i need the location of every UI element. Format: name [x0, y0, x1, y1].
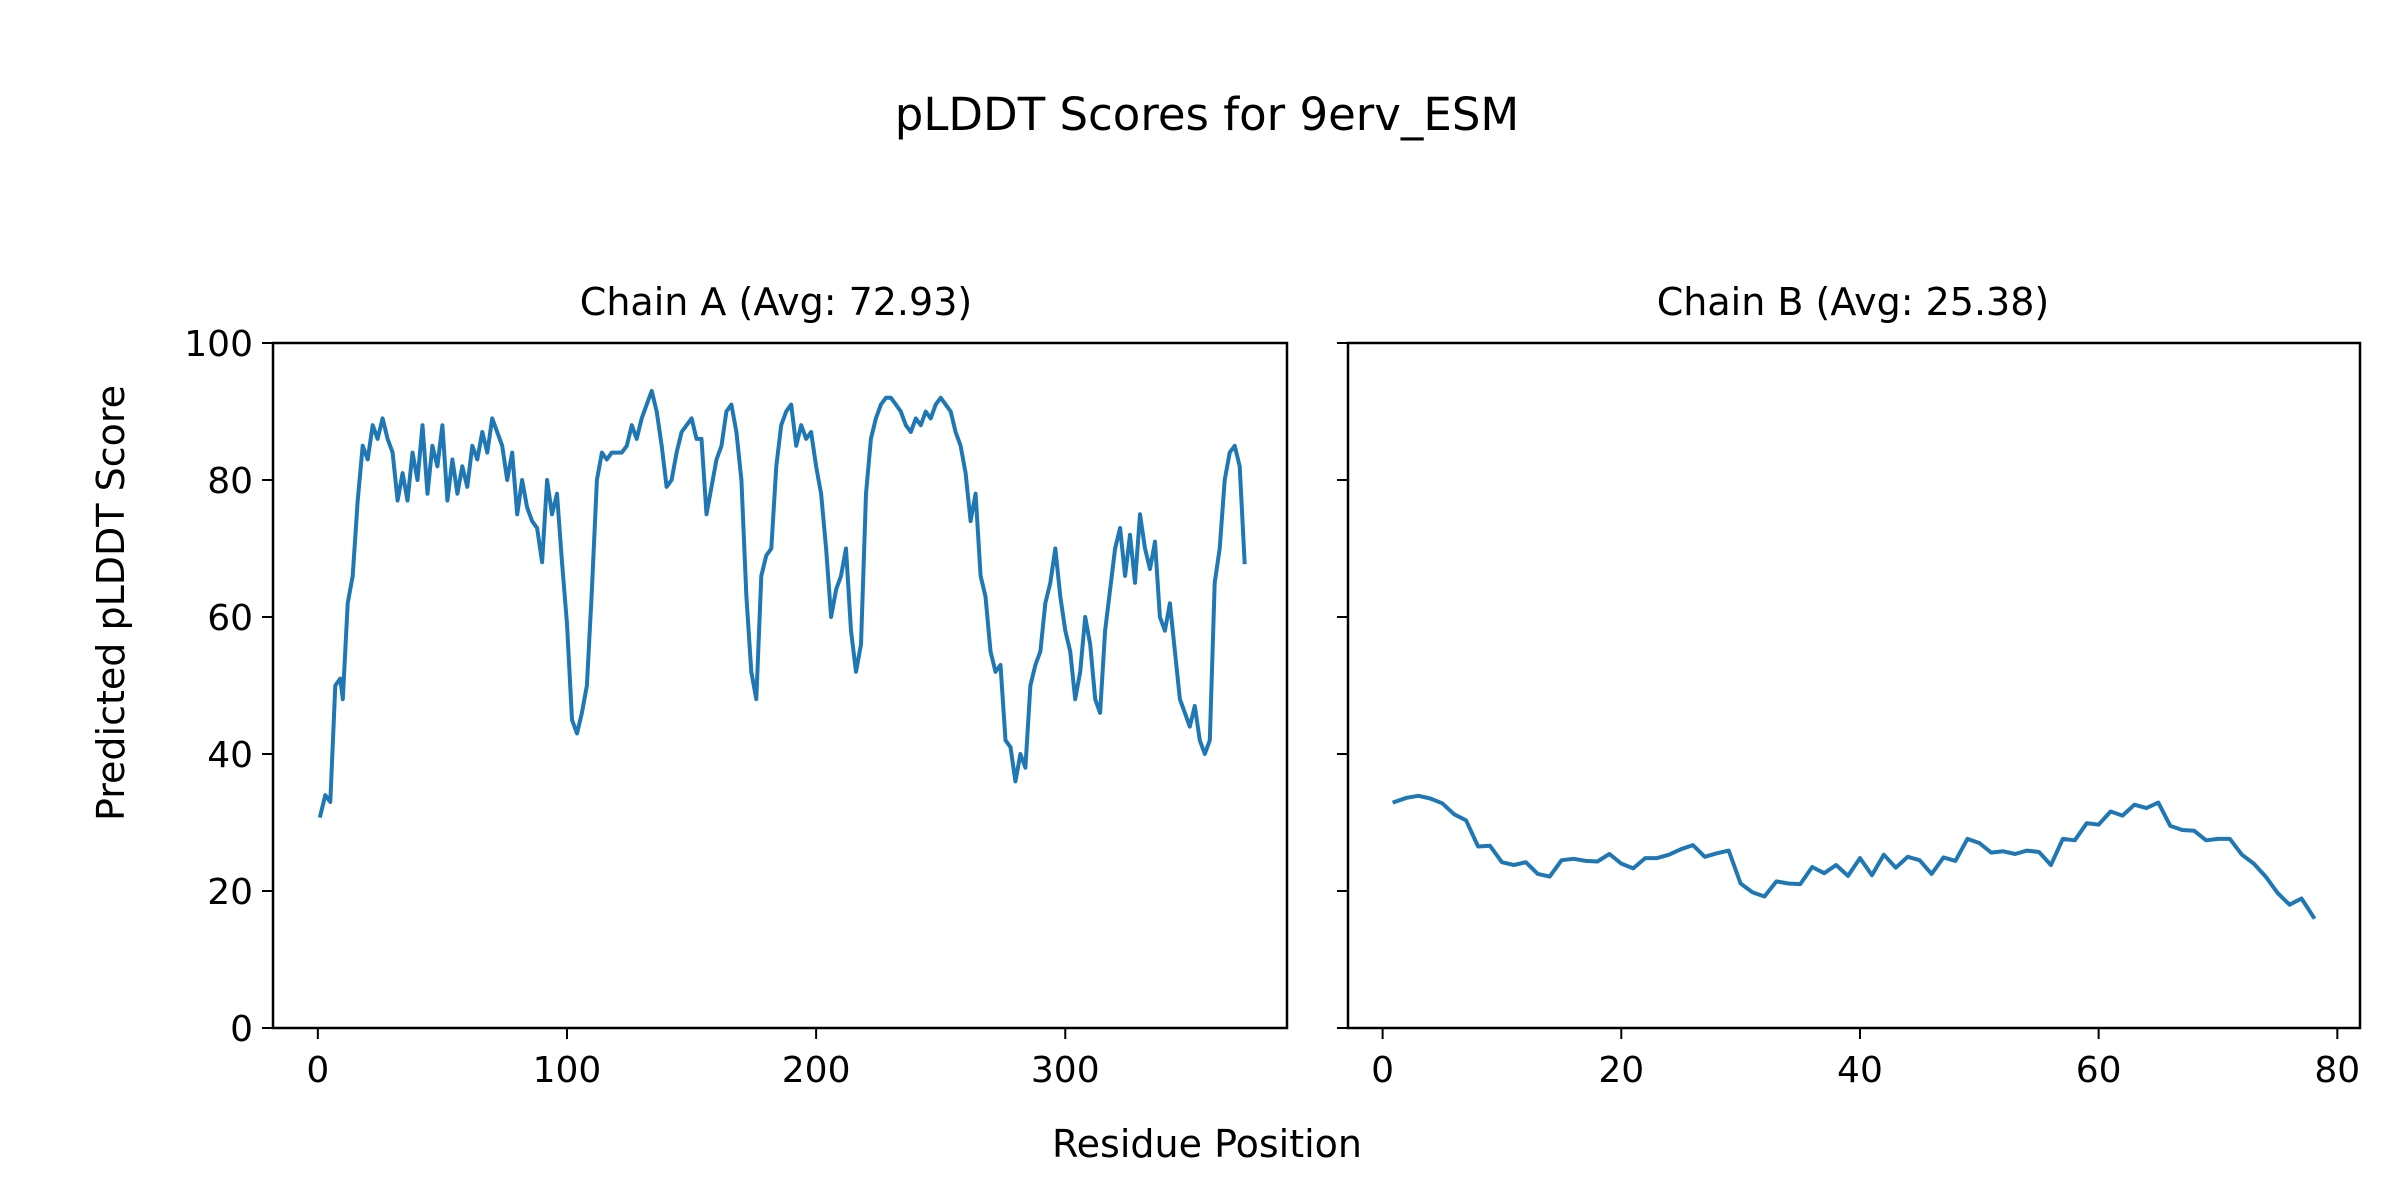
y-axis-label: Predicted pLDDT Score: [89, 385, 133, 821]
x-tick-label: 0: [1371, 1050, 1394, 1091]
x-tick-label: 200: [782, 1050, 851, 1091]
y-tick-label: 40: [207, 735, 253, 776]
figure-title: pLDDT Scores for 9erv_ESM: [895, 88, 1519, 141]
y-tick-label: 100: [184, 324, 253, 365]
series-line: [317, 388, 1247, 819]
chart-chain-a: Chain A (Avg: 72.93) 0 20 40 60 80 100 0 100 200…: [184, 280, 1289, 1091]
x-tick-label: 20: [1598, 1050, 1644, 1091]
x-tick-label: 300: [1031, 1050, 1100, 1091]
y-tick-label: 20: [207, 872, 253, 913]
chart-chain-b: Chain B (Avg: 25.38) 0 20 40 60 80: [1337, 280, 2362, 1091]
chain-b-title: Chain B (Avg: 25.38): [1657, 280, 2049, 324]
x-tick-label: 40: [1837, 1050, 1883, 1091]
chain-a-marks: 0 20 40 60 80 100 0 100 200 300: [184, 324, 1289, 1091]
chain-a-title: Chain A (Avg: 72.93): [580, 280, 972, 324]
y-tick-label: 60: [207, 598, 253, 639]
series-line: [1391, 793, 2317, 920]
chain-b-marks: 0 20 40 60 80: [1337, 341, 2362, 1091]
x-axis-label: Residue Position: [1052, 1122, 1362, 1166]
axes-frame: [271, 341, 1289, 1030]
x-tick-label: 80: [2314, 1050, 2360, 1091]
axes-frame: [1346, 341, 2362, 1030]
x-tick-label: 0: [306, 1050, 329, 1091]
x-tick-label: 100: [533, 1050, 602, 1091]
x-tick-label: 60: [2076, 1050, 2122, 1091]
y-tick-label: 80: [207, 461, 253, 502]
y-tick-label: 0: [230, 1009, 253, 1050]
